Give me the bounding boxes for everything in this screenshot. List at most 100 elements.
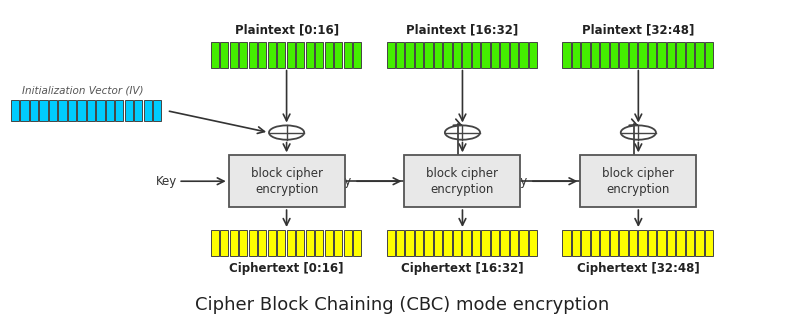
Bar [501, 42, 509, 68]
Text: Plaintext [0:16]: Plaintext [0:16] [234, 24, 339, 37]
Bar [353, 230, 361, 256]
Bar [344, 42, 352, 68]
Bar [658, 230, 666, 256]
Bar [296, 230, 304, 256]
Bar [77, 100, 85, 121]
Bar [591, 230, 599, 256]
Bar [115, 100, 123, 121]
Bar [415, 230, 423, 256]
Bar [211, 42, 219, 68]
Text: Key: Key [155, 175, 176, 188]
Bar [610, 230, 618, 256]
Text: Ciphertext [16:32]: Ciphertext [16:32] [401, 262, 524, 275]
Bar [344, 230, 352, 256]
Bar [580, 155, 696, 207]
Text: Plaintext [32:48]: Plaintext [32:48] [582, 24, 695, 37]
Bar [334, 230, 342, 256]
Bar [501, 230, 509, 256]
Bar [510, 230, 518, 256]
Bar [396, 42, 404, 68]
Text: encryption: encryption [255, 183, 318, 196]
Bar [229, 42, 238, 68]
Bar [211, 230, 219, 256]
Bar [444, 230, 452, 256]
Bar [30, 100, 38, 121]
Bar [287, 230, 295, 256]
Bar [386, 230, 394, 256]
Text: Ciphertext [0:16]: Ciphertext [0:16] [229, 262, 344, 275]
Text: encryption: encryption [607, 183, 670, 196]
Bar [510, 42, 518, 68]
Bar [648, 42, 656, 68]
Bar [229, 230, 238, 256]
Bar [105, 100, 114, 121]
Bar [667, 230, 675, 256]
Bar [610, 42, 618, 68]
Bar [472, 42, 481, 68]
Bar [591, 42, 599, 68]
Bar [267, 42, 276, 68]
Text: Key: Key [332, 175, 353, 188]
Bar [49, 100, 57, 121]
Bar [324, 230, 332, 256]
Bar [705, 42, 713, 68]
Bar [153, 100, 162, 121]
Bar [572, 230, 580, 256]
Bar [315, 230, 324, 256]
Bar [667, 42, 675, 68]
Bar [434, 230, 442, 256]
Bar [249, 42, 257, 68]
Bar [529, 230, 537, 256]
Text: encryption: encryption [431, 183, 494, 196]
Bar [648, 230, 656, 256]
Bar [386, 42, 394, 68]
Bar [581, 230, 590, 256]
Bar [277, 42, 286, 68]
Bar [404, 155, 520, 207]
Bar [249, 230, 257, 256]
Bar [287, 42, 295, 68]
Bar [572, 42, 580, 68]
Bar [629, 42, 637, 68]
Bar [334, 42, 342, 68]
Text: block cipher: block cipher [602, 167, 675, 180]
Bar [258, 42, 266, 68]
Bar [306, 230, 314, 256]
Bar [39, 100, 47, 121]
Bar [638, 42, 646, 68]
Bar [97, 100, 105, 121]
Bar [629, 230, 637, 256]
Bar [406, 230, 414, 256]
Bar [529, 42, 537, 68]
Bar [563, 42, 571, 68]
Bar [87, 100, 95, 121]
Bar [415, 42, 423, 68]
Text: block cipher: block cipher [250, 167, 323, 180]
Text: Ciphertext [32:48]: Ciphertext [32:48] [577, 262, 700, 275]
Bar [462, 230, 471, 256]
Bar [462, 42, 471, 68]
Bar [444, 42, 452, 68]
Text: Initialization Vector (IV): Initialization Vector (IV) [22, 85, 143, 95]
Bar [453, 230, 461, 256]
Bar [315, 42, 324, 68]
Bar [453, 42, 461, 68]
Bar [481, 230, 489, 256]
Bar [696, 42, 704, 68]
Bar [519, 42, 528, 68]
Bar [676, 230, 684, 256]
Text: Plaintext [16:32]: Plaintext [16:32] [407, 24, 518, 37]
Bar [491, 42, 499, 68]
Bar [20, 100, 28, 121]
Bar [434, 42, 442, 68]
Bar [239, 42, 247, 68]
Bar [239, 230, 247, 256]
Bar [58, 100, 67, 121]
Bar [220, 230, 229, 256]
Text: Cipher Block Chaining (CBC) mode encryption: Cipher Block Chaining (CBC) mode encrypt… [196, 296, 609, 314]
Bar [619, 42, 628, 68]
Bar [267, 230, 276, 256]
Bar [353, 42, 361, 68]
Bar [705, 230, 713, 256]
Bar [125, 100, 133, 121]
